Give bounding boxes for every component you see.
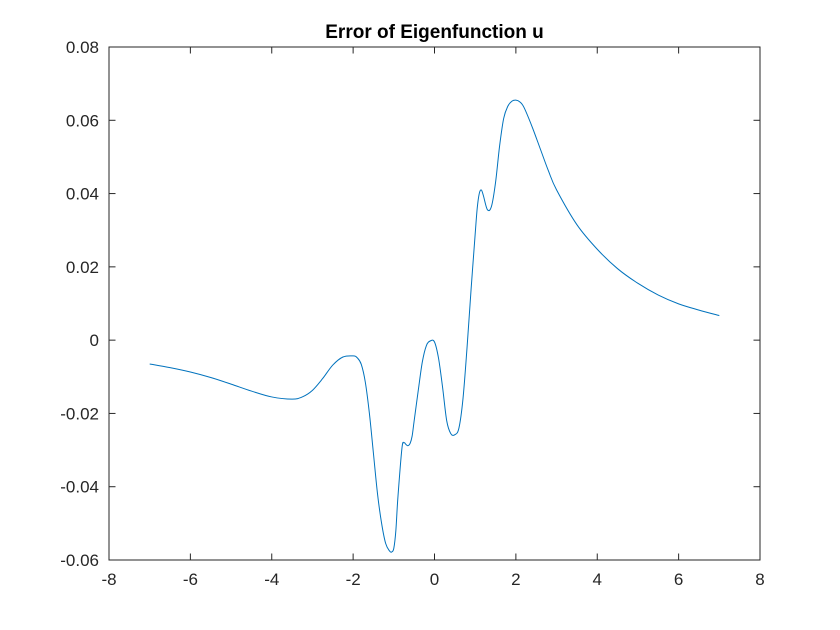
y-tick-label: 0.04 xyxy=(66,185,99,204)
x-tick-label: 4 xyxy=(593,570,602,589)
y-tick-label: 0 xyxy=(90,331,99,350)
y-tick-label: -0.06 xyxy=(60,551,99,570)
x-tick-label: -8 xyxy=(101,570,116,589)
x-tick-label: 0 xyxy=(430,570,439,589)
axes-box xyxy=(108,46,761,561)
y-tick-labels: -0.06 -0.04 -0.02 0 0.02 0.04 0.06 0.08 xyxy=(60,38,99,570)
plot-area xyxy=(109,47,760,560)
x-tick-label: 2 xyxy=(511,570,520,589)
x-tick-label: -2 xyxy=(346,570,361,589)
y-tick-label: -0.04 xyxy=(60,478,99,497)
series-layer xyxy=(149,99,720,553)
y-tick-label: 0.02 xyxy=(66,258,99,277)
x-tick-label: -6 xyxy=(183,570,198,589)
x-tick-labels: -8 -6 -4 -2 0 2 4 6 8 xyxy=(101,570,764,589)
y-tick-label: 0.08 xyxy=(66,38,99,57)
x-tick-label: 8 xyxy=(755,570,764,589)
x-tick-label: 6 xyxy=(674,570,683,589)
series-line-0 xyxy=(149,99,720,553)
x-tick-label: -4 xyxy=(264,570,279,589)
chart-title: Error of Eigenfunction u xyxy=(325,22,544,43)
y-tick-label: 0.06 xyxy=(66,111,99,130)
y-tick-label: -0.02 xyxy=(60,404,99,423)
